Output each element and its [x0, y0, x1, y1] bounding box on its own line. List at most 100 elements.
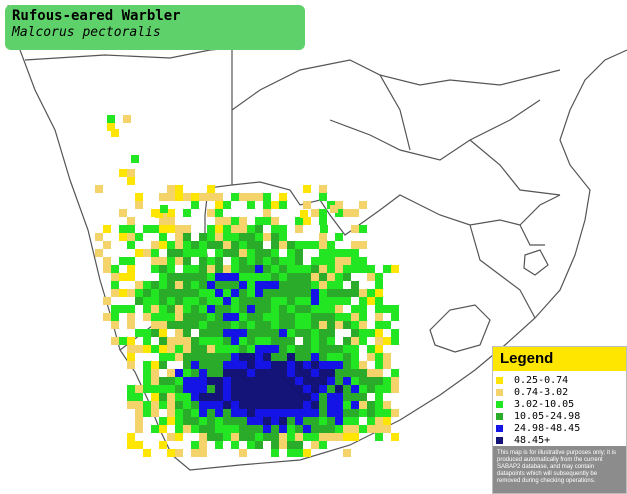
observation-cell: [231, 313, 239, 321]
observation-cell: [223, 273, 231, 281]
observation-cell: [223, 409, 231, 417]
observation-cell: [330, 205, 338, 213]
observation-cell: [215, 393, 223, 401]
observation-cell: [191, 409, 199, 417]
observation-cell: [247, 361, 255, 369]
observation-cell: [335, 321, 343, 329]
observation-cell: [159, 417, 167, 425]
observation-cell: [231, 417, 239, 425]
observation-cell: [183, 329, 191, 337]
observation-cell: [311, 393, 319, 401]
observation-cell: [367, 353, 375, 361]
observation-cell: [143, 369, 151, 377]
legend-item: 0.25-0.74: [496, 375, 568, 387]
observation-cell: [287, 313, 295, 321]
observation-cell: [119, 305, 127, 313]
observation-cell: [263, 393, 271, 401]
observation-cell: [391, 409, 399, 417]
observation-cell: [183, 337, 191, 345]
observation-cell: [207, 273, 215, 281]
observation-cell: [247, 385, 255, 393]
observation-cell: [287, 241, 295, 249]
observation-cell: [175, 345, 183, 353]
observation-cell: [103, 297, 111, 305]
observation-cell: [239, 385, 247, 393]
observation-cell: [327, 369, 335, 377]
observation-cell: [263, 401, 271, 409]
observation-cell: [303, 393, 311, 401]
observation-cell: [327, 393, 335, 401]
legend-disclaimer: This map is for illustrative purposes on…: [493, 446, 626, 493]
observation-cell: [375, 433, 383, 441]
observation-cell: [143, 313, 151, 321]
observation-cell: [183, 233, 191, 241]
observation-cell: [343, 337, 351, 345]
observation-cell: [143, 249, 151, 257]
observation-cell: [239, 369, 247, 377]
observation-cell: [303, 361, 311, 369]
observation-cell: [167, 321, 175, 329]
observation-cell: [343, 409, 351, 417]
observation-cell: [183, 353, 191, 361]
legend-item: 10.05-24.98: [496, 411, 580, 423]
observation-cell: [95, 233, 103, 241]
observation-cell: [127, 337, 135, 345]
observation-cell: [223, 377, 231, 385]
observation-cell: [295, 273, 303, 281]
observation-cell: [279, 433, 287, 441]
legend-heading: Legend: [493, 347, 626, 371]
observation-cell: [167, 217, 175, 225]
observation-cell: [127, 177, 135, 185]
observation-cell: [135, 249, 143, 257]
observation-cell: [135, 401, 143, 409]
observation-cell: [327, 281, 335, 289]
legend-swatch: [496, 412, 503, 420]
observation-cell: [311, 209, 319, 217]
observation-cell: [255, 249, 263, 257]
observation-cell: [143, 377, 151, 385]
observation-cell: [375, 393, 383, 401]
observation-cell: [151, 385, 159, 393]
observation-cell: [279, 201, 287, 209]
observation-cell: [319, 257, 327, 265]
observation-cell: [207, 289, 215, 297]
observation-cell: [191, 241, 199, 249]
observation-cell: [320, 225, 328, 233]
observation-cell: [111, 305, 119, 313]
observation-cell: [135, 393, 143, 401]
observation-cell: [287, 257, 295, 265]
observation-cell: [159, 281, 167, 289]
observation-cell: [327, 385, 335, 393]
observation-cell: [183, 305, 191, 313]
observation-cell: [295, 305, 303, 313]
observation-cell: [183, 401, 191, 409]
observation-cell: [327, 433, 335, 441]
observation-cell: [319, 313, 327, 321]
observation-cell: [207, 225, 215, 233]
observation-cell: [135, 193, 143, 201]
observation-cell: [183, 281, 191, 289]
observation-cell: [175, 225, 183, 233]
observation-cell: [223, 225, 231, 233]
observation-cell: [247, 313, 255, 321]
observation-cell: [215, 345, 223, 353]
observation-cell: [175, 401, 183, 409]
observation-cell: [375, 289, 383, 297]
observation-cell: [319, 385, 327, 393]
observation-cell: [271, 241, 279, 249]
observation-cell: [391, 313, 399, 321]
observation-cell: [207, 257, 215, 265]
observation-cell: [303, 377, 311, 385]
observation-cell: [335, 417, 343, 425]
observation-cell: [199, 281, 207, 289]
observation-cell: [295, 345, 303, 353]
observation-cell: [183, 241, 191, 249]
observation-cell: [343, 289, 351, 297]
observation-cell: [215, 193, 223, 201]
observation-cell: [319, 209, 327, 217]
observation-cell: [215, 377, 223, 385]
observation-cell: [191, 393, 199, 401]
observation-cell: [119, 225, 127, 233]
observation-cell: [383, 353, 391, 361]
observation-cell: [143, 409, 151, 417]
